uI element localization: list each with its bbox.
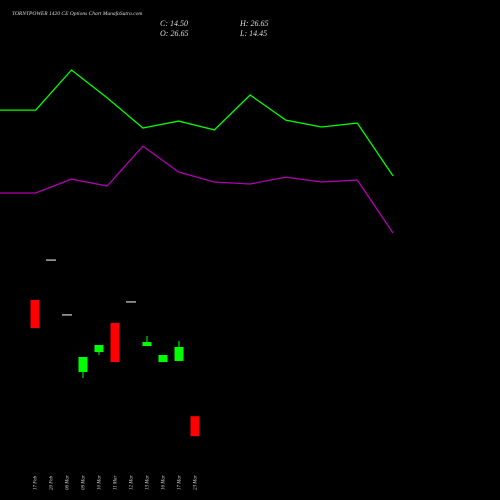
x-tick-label: 16 Mar (162, 475, 167, 490)
ohlc-close: C: 14.50 (160, 19, 188, 28)
x-tick-label: 11 Mar (114, 475, 119, 490)
x-tick-label: 06 Mar (66, 475, 71, 490)
candle-body (174, 346, 184, 361)
x-tick-label: 23 Mar (194, 475, 199, 490)
x-tick-label: 09 Mar (82, 475, 87, 490)
candle-body (110, 322, 120, 363)
average-line (0, 69, 394, 177)
candle-body (78, 356, 88, 372)
x-tick-label: 17 Mar (178, 475, 183, 490)
average-line (0, 145, 394, 234)
ohlc-high: H: 26.65 (239, 19, 268, 28)
candle-body (142, 342, 152, 346)
candle-body (30, 299, 40, 329)
candle-body (158, 355, 168, 363)
x-tick-label: 20 Feb (50, 475, 55, 490)
candle-body (190, 416, 200, 437)
ohlc-open: O: 26.65 (160, 29, 188, 38)
x-tick-label: 10 Mar (98, 475, 103, 490)
x-tick-label: 13 Mar (146, 475, 151, 490)
candle-body (94, 345, 104, 353)
x-tick-label: 12 Mar (130, 475, 135, 490)
x-tick-label: 17 Feb (34, 475, 39, 490)
ohlc-low: L: 14.45 (239, 29, 267, 38)
chart-title: TORNTPOWER 1420 CE Options Chart MunafaS… (12, 10, 142, 17)
